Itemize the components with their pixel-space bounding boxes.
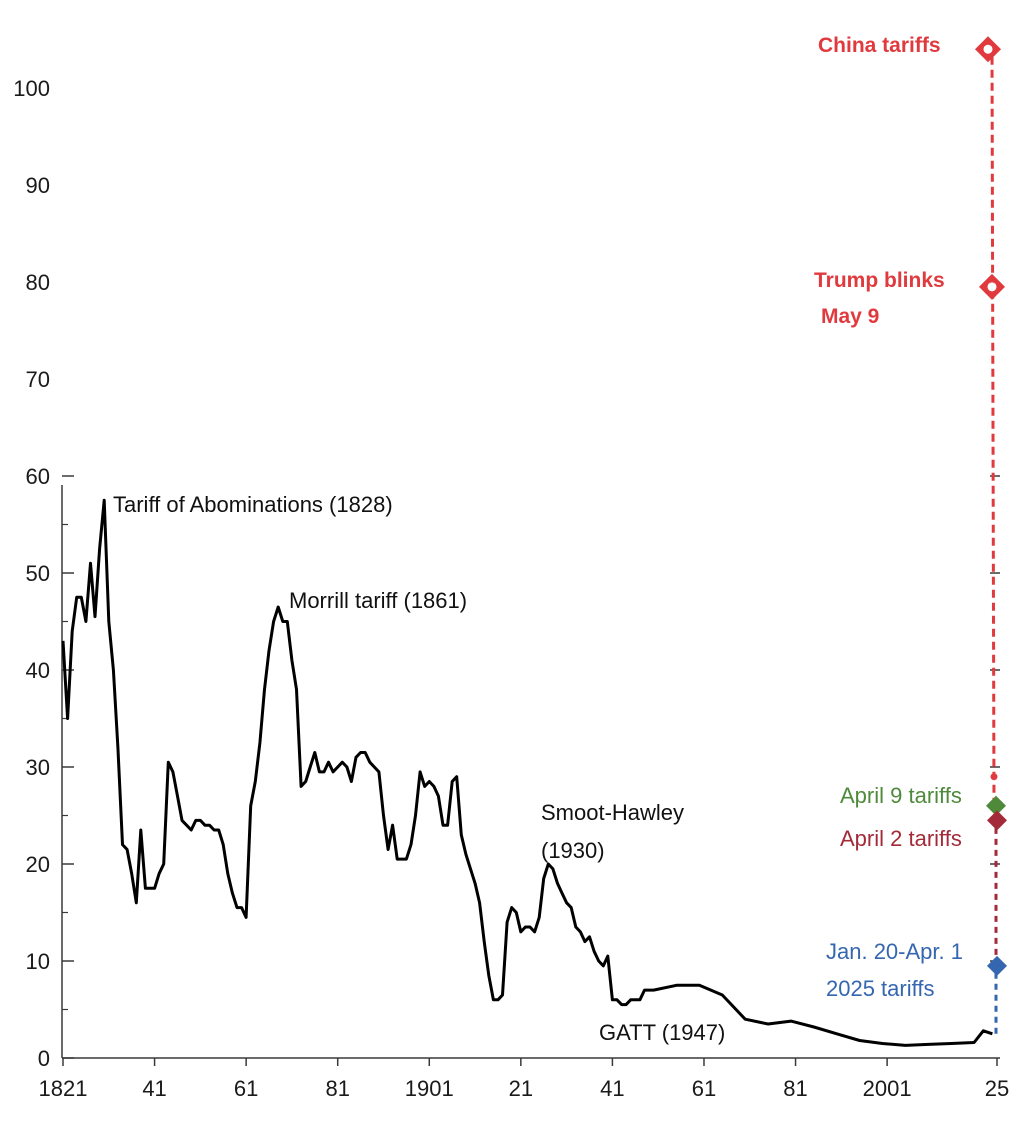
tariff-rate-series-line <box>61 498 993 1047</box>
x-ticks: 1821 41 61 81 1901 21 41 61 81 2001 25 <box>39 1058 1009 1101</box>
y-tick-label: 100 <box>13 76 50 101</box>
x-tick-label: 41 <box>142 1076 166 1101</box>
y-tick-label: 80 <box>26 270 50 295</box>
x-tick-label: 81 <box>783 1076 807 1101</box>
annotation-smoot-hawley: Smoot-Hawley <box>541 800 684 825</box>
x-tick-label: 81 <box>325 1076 349 1101</box>
annotation-may-9: May 9 <box>821 305 879 328</box>
annotation-2025-tariffs: 2025 tariffs <box>826 976 934 1001</box>
y-tick-label: 70 <box>26 367 50 392</box>
y-tick-label: 50 <box>26 561 50 586</box>
y-tick-label: 40 <box>26 658 50 683</box>
x-tick-label: 61 <box>234 1076 258 1101</box>
leader-line-china <box>990 49 996 806</box>
marker-center-dot <box>983 44 993 54</box>
y-tick-label: 60 <box>26 464 50 489</box>
x-tick-label: 1821 <box>39 1076 88 1101</box>
x-tick-label: 41 <box>600 1076 624 1101</box>
annotation-gatt: GATT (1947) <box>599 1020 725 1045</box>
y-tick-label: 20 <box>26 852 50 877</box>
y-tick-label: 0 <box>38 1046 50 1071</box>
tariff-markers <box>975 36 1007 976</box>
x-tick-label: 21 <box>509 1076 533 1101</box>
annotation-tariff-of-abominations: Tariff of Abominations (1828) <box>113 492 393 517</box>
annotation-jan-20-apr-1: Jan. 20-Apr. 1 <box>826 939 963 964</box>
annotations: Tariff of Abominations (1828) Morrill ta… <box>113 34 963 1045</box>
x-tick-label: 2001 <box>863 1076 912 1101</box>
annotation-trump-blinks: Trump blinks <box>814 269 945 292</box>
annotation-april-9-tariffs: April 9 tariffs <box>840 783 962 808</box>
y-tick-label: 90 <box>26 173 50 198</box>
axes <box>61 485 1000 1059</box>
marker-april-2-tariffs <box>987 810 1007 831</box>
annotation-april-2-tariffs: April 2 tariffs <box>840 826 962 851</box>
annotation-china-tariffs: China tariffs <box>818 34 941 57</box>
y-ticks: 0 10 20 30 40 50 60 70 80 90 100 <box>13 76 74 1071</box>
x-tick-label: 61 <box>692 1076 716 1101</box>
y-tick-label: 10 <box>26 949 50 974</box>
x-tick-label: 1901 <box>405 1076 454 1101</box>
leader-dot <box>990 773 998 781</box>
annotation-morrill-tariff: Morrill tariff (1861) <box>289 588 467 613</box>
x-tick-label: 25 <box>985 1076 1009 1101</box>
annotation-smoot-hawley-year: (1930) <box>541 838 605 863</box>
marker-april-9-tariffs <box>986 795 1006 816</box>
marker-jan-20-apr-1-2025-tariffs <box>987 955 1007 976</box>
y-tick-label: 30 <box>26 755 50 780</box>
marker-leader-lines <box>990 49 998 1034</box>
marker-center-dot <box>987 282 997 292</box>
